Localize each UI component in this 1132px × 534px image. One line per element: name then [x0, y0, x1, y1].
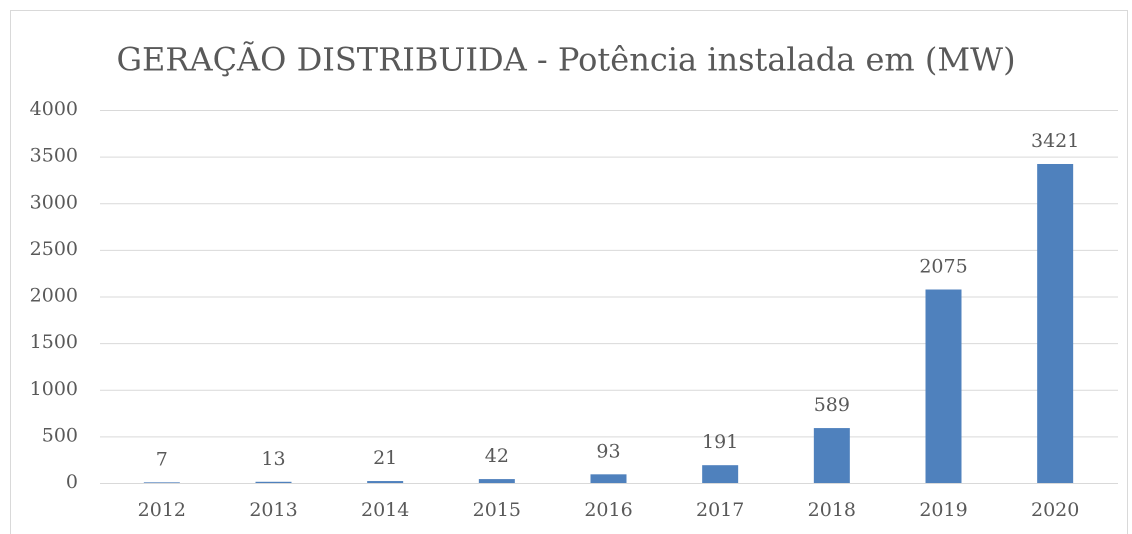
x-tick-label: 2017: [696, 499, 744, 521]
bar: [925, 289, 962, 483]
x-tick-label: 2019: [919, 499, 967, 521]
data-label: 93: [596, 440, 620, 462]
x-tick-label: 2014: [361, 499, 409, 521]
y-tick-label: 0: [66, 471, 78, 493]
y-tick-label: 2000: [30, 285, 78, 307]
data-label: 2075: [919, 256, 967, 278]
x-tick-label: 2020: [1031, 499, 1079, 521]
x-tick-label: 2013: [249, 499, 297, 521]
bar: [1037, 163, 1074, 483]
data-label: 3421: [1031, 130, 1079, 152]
y-tick-label: 3000: [30, 191, 78, 213]
data-label: 7: [156, 448, 168, 470]
bar: [143, 482, 180, 483]
data-label: 42: [485, 445, 509, 467]
y-tick-label: 3500: [30, 145, 78, 167]
chart-frame: [10, 10, 1128, 534]
bar: [255, 481, 292, 483]
x-tick-label: 2012: [138, 499, 186, 521]
y-tick-label: 4000: [30, 98, 78, 120]
data-label: 13: [261, 448, 285, 470]
y-tick-label: 1500: [30, 331, 78, 353]
y-tick-label: 500: [42, 424, 78, 446]
data-label: 21: [373, 447, 397, 469]
chart-title: GERAÇÃO DISTRIBUIDA - Potência instalada…: [116, 41, 1015, 79]
y-tick-label: 1000: [30, 378, 78, 400]
y-tick-label: 2500: [30, 238, 78, 260]
bar: [702, 465, 739, 483]
bar: [813, 428, 850, 483]
bar: [590, 474, 627, 483]
bar: [478, 479, 515, 483]
x-tick-label: 2018: [808, 499, 856, 521]
bar: [367, 481, 404, 483]
x-tick-label: 2016: [584, 499, 632, 521]
x-tick-label: 2015: [473, 499, 521, 521]
data-label: 589: [814, 394, 850, 416]
data-label: 191: [702, 431, 738, 453]
